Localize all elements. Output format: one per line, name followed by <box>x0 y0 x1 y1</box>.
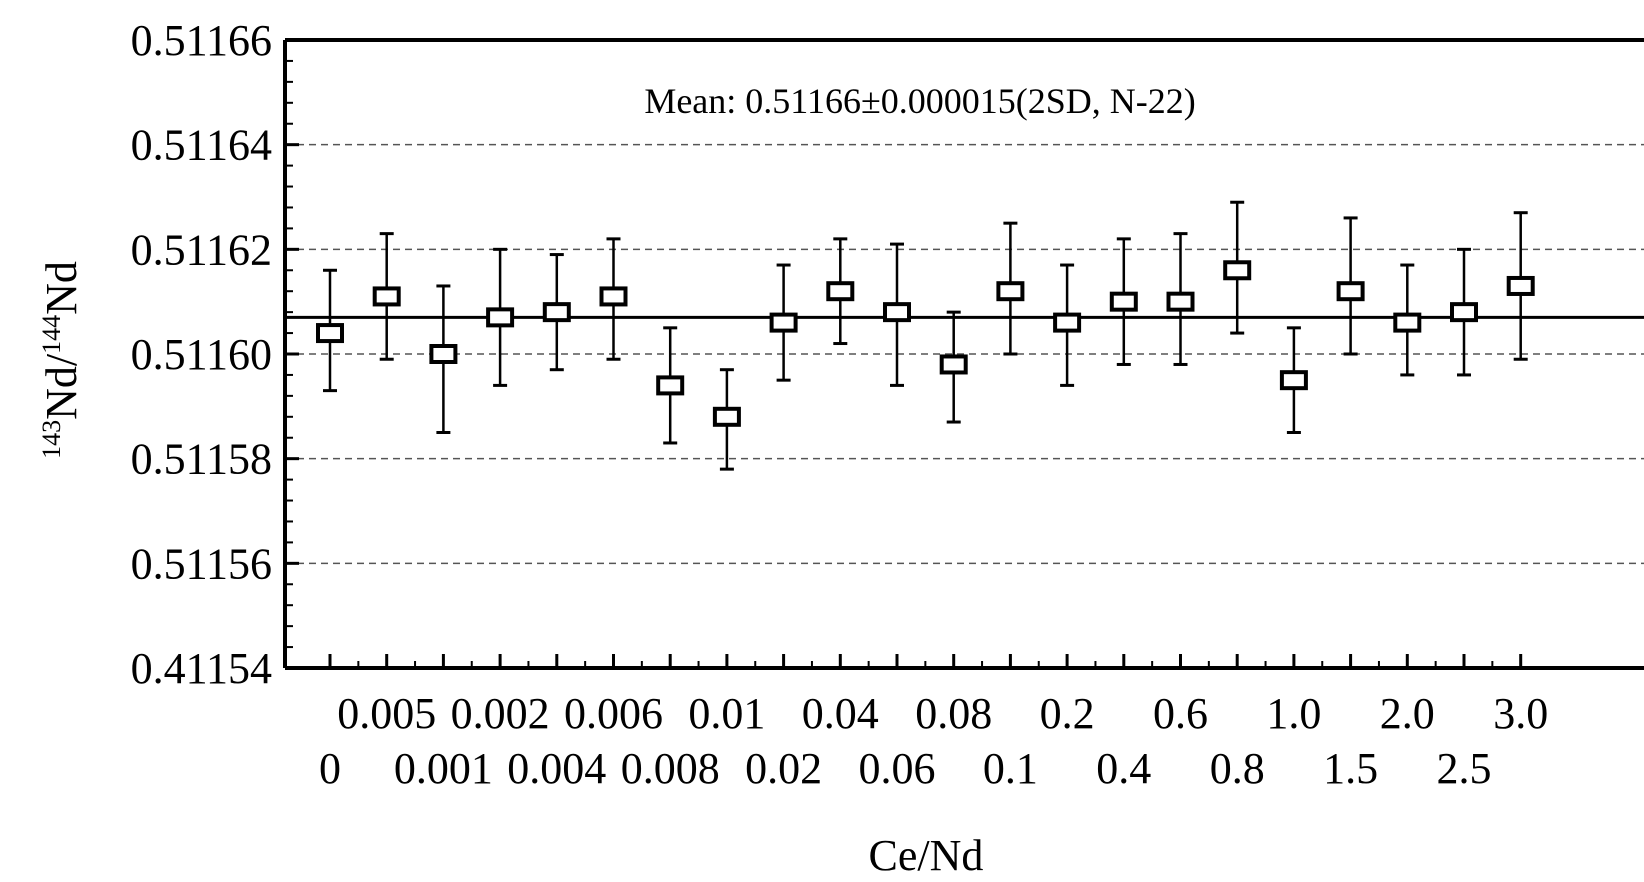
data-point <box>542 253 571 372</box>
point-marker <box>429 344 458 364</box>
data-point <box>1336 216 1365 356</box>
point-marker <box>599 286 628 307</box>
x-tick-label-row1: 0.08 <box>915 689 992 738</box>
data-point <box>486 247 515 387</box>
point-marker <box>316 323 344 344</box>
point-marker <box>1506 275 1535 296</box>
data-point <box>372 232 401 361</box>
point-marker <box>656 375 685 396</box>
y-tick-label: 0.51162 <box>131 225 272 274</box>
x-tick-label-row1: 2.0 <box>1380 689 1435 738</box>
x-tick-label-row1: 0.04 <box>802 689 879 738</box>
y-tick-label: 0.51160 <box>131 330 272 379</box>
point-marker <box>769 312 798 333</box>
data-point <box>656 326 685 445</box>
x-tick-label-row1: 0.002 <box>451 689 550 738</box>
point-marker <box>1450 302 1478 323</box>
x-tick-label-row1: 0.01 <box>688 689 765 738</box>
x-tick-label-row2: 0.06 <box>859 744 936 793</box>
y-label-superscript-144: 144 <box>37 315 66 354</box>
x-tick-label-row2: 0 <box>319 744 341 793</box>
data-point <box>599 237 628 361</box>
point-marker <box>486 307 515 328</box>
x-tick-label-row1: 1.0 <box>1266 689 1321 738</box>
data-point <box>883 242 911 387</box>
data-point <box>429 284 458 434</box>
point-marker <box>1393 312 1422 333</box>
data-point <box>826 237 855 346</box>
x-axis-label: Ce/Nd <box>869 831 984 880</box>
y-axis-ticks: 0.51166 0.51164 0.51162 0.51160 0.51158 0.511… <box>131 16 299 693</box>
point-marker <box>826 281 855 302</box>
x-tick-label-row2: 0.02 <box>745 744 822 793</box>
x-tick-label-row1: 0.006 <box>564 689 663 738</box>
data-points <box>316 200 1535 471</box>
data-point <box>1053 263 1082 387</box>
data-point <box>1223 200 1252 335</box>
y-label-nd-2: Nd <box>37 261 86 315</box>
point-marker <box>1336 281 1365 302</box>
x-tick-label-row2: 0.008 <box>621 744 720 793</box>
data-point <box>1279 326 1308 434</box>
data-point <box>1109 237 1138 366</box>
x-tick-label-row2: 0.4 <box>1096 744 1151 793</box>
y-tick-label: 0.51164 <box>131 121 272 170</box>
y-tick-label: 0.51156 <box>131 539 272 588</box>
data-point <box>1450 247 1478 377</box>
x-tick-label-row2: 2.5 <box>1437 744 1492 793</box>
point-marker <box>1166 291 1195 312</box>
point-marker <box>883 302 911 323</box>
point-marker <box>542 302 571 323</box>
data-point <box>712 368 741 471</box>
grid-lines <box>285 143 1644 565</box>
mean-annotation: Mean: 0.51166±0.000015(2SD, N-22) <box>644 81 1195 121</box>
point-marker <box>1279 370 1308 391</box>
x-tick-label-row2: 1.5 <box>1323 744 1378 793</box>
x-tick-label-row2: 0.1 <box>983 744 1038 793</box>
y-label-superscript-143: 143 <box>37 420 66 459</box>
x-tick-label-row2: 0.004 <box>507 744 606 793</box>
data-point <box>1166 232 1195 366</box>
x-axis-ticks: 0.005 0.002 0.006 0.01 0.04 0.08 0.2 0.6 1.0 2.0 3… <box>319 654 1548 793</box>
x-tick-label-row2: 0.001 <box>394 744 493 793</box>
point-marker <box>372 286 401 307</box>
point-marker <box>939 354 968 375</box>
y-tick-label: 0.51158 <box>131 435 272 484</box>
point-marker <box>1053 312 1082 333</box>
data-point <box>769 263 798 382</box>
data-point <box>996 221 1025 356</box>
y-label-nd-1: Nd/ <box>37 353 86 420</box>
data-point <box>1393 263 1422 377</box>
data-point <box>1506 211 1535 361</box>
point-marker <box>1223 260 1252 281</box>
point-marker <box>1109 291 1138 312</box>
point-marker <box>996 281 1025 302</box>
point-marker <box>712 406 741 427</box>
x-tick-label-row2: 0.8 <box>1210 744 1265 793</box>
x-tick-label-row1: 0.2 <box>1040 689 1095 738</box>
x-tick-label-row1: 3.0 <box>1493 689 1548 738</box>
data-point <box>316 268 344 393</box>
y-axis-label: 143Nd/144Nd <box>37 261 86 459</box>
x-tick-label-row1: 0.6 <box>1153 689 1208 738</box>
x-tick-label-row1: 0.005 <box>337 689 436 738</box>
data-point <box>939 310 968 424</box>
y-tick-label: 0.41154 <box>131 644 272 693</box>
y-tick-label: 0.51166 <box>131 16 272 65</box>
